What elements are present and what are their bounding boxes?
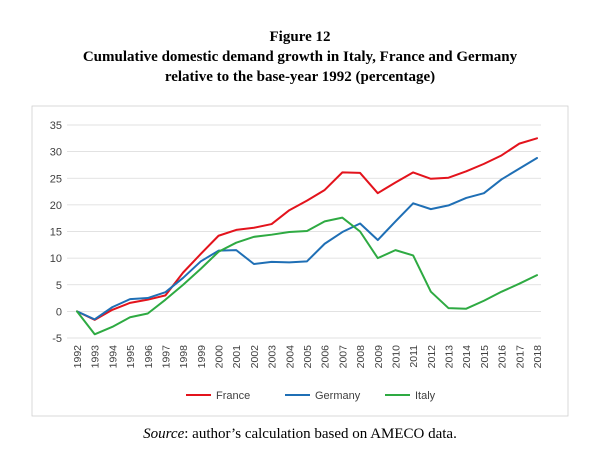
legend-label-france: France (216, 390, 250, 402)
y-axis-ticks: -5 0 5 10 15 20 25 30 35 (50, 120, 62, 345)
x-tick-label: 1999 (196, 345, 208, 369)
y-tick-label: 30 (50, 147, 62, 159)
y-tick-label: 15 (50, 227, 62, 239)
figure-title-line-1: Cumulative domestic demand growth in Ita… (82, 49, 518, 65)
series-lines (76, 137, 538, 336)
x-axis-ticks: 1992 1993 1994 1995 1996 1997 1998 1999 2000 2001… (72, 345, 544, 369)
legend: France Germany Italy (186, 390, 436, 402)
x-tick-label: 1996 (143, 345, 155, 369)
x-tick-label: 1994 (107, 345, 119, 369)
y-tick-label: 10 (50, 253, 62, 265)
y-tick-label: -5 (52, 333, 62, 345)
x-tick-label: 2004 (284, 345, 296, 369)
x-tick-label: 1997 (160, 345, 172, 369)
y-tick-label: 35 (50, 120, 62, 132)
x-tick-label: 2001 (231, 345, 243, 369)
x-tick-label: 2011 (408, 345, 420, 368)
x-tick-label: 1998 (178, 345, 190, 369)
source-text: : author’s calculation based on AMECO da… (184, 426, 457, 442)
x-tick-label: 2010 (390, 345, 402, 369)
x-tick-label: 1993 (90, 345, 102, 369)
series-line-germany (76, 157, 538, 321)
y-tick-label: 0 (56, 306, 62, 318)
x-tick-label: 2014 (461, 345, 473, 369)
chart-frame (31, 105, 569, 417)
x-tick-label: 2008 (355, 345, 367, 369)
x-tick-label: 2012 (426, 345, 438, 369)
x-tick-label: 1995 (125, 345, 137, 369)
source-label: Source (143, 426, 185, 442)
x-tick-label: 2015 (479, 345, 491, 369)
x-tick-label: 2002 (249, 345, 261, 369)
series-line-france (76, 137, 538, 321)
x-tick-label: 2005 (302, 345, 314, 369)
x-tick-label: 2007 (337, 345, 349, 369)
x-tick-label: 2013 (444, 345, 456, 369)
legend-label-germany: Germany (315, 390, 361, 402)
figure-title-line-2: relative to the base-year 1992 (percenta… (164, 69, 436, 85)
figure-number: Figure 12 (269, 29, 331, 45)
y-tick-label: 20 (50, 200, 62, 212)
x-tick-label: 2000 (214, 345, 226, 369)
source-note: Source: author’s calculation based on AM… (0, 426, 600, 443)
series-line-italy (76, 216, 538, 336)
gridlines (67, 124, 541, 339)
x-tick-label: 2018 (532, 345, 544, 369)
legend-label-italy: Italy (415, 390, 436, 402)
x-tick-label: 2006 (320, 345, 332, 369)
x-tick-label: 2016 (497, 345, 509, 369)
y-tick-label: 5 (56, 280, 62, 292)
x-tick-label: 2003 (267, 345, 279, 369)
y-tick-label: 25 (50, 173, 62, 185)
x-tick-label: 2009 (373, 345, 385, 369)
x-tick-label: 2017 (514, 345, 526, 369)
x-tick-label: 1992 (72, 345, 84, 369)
